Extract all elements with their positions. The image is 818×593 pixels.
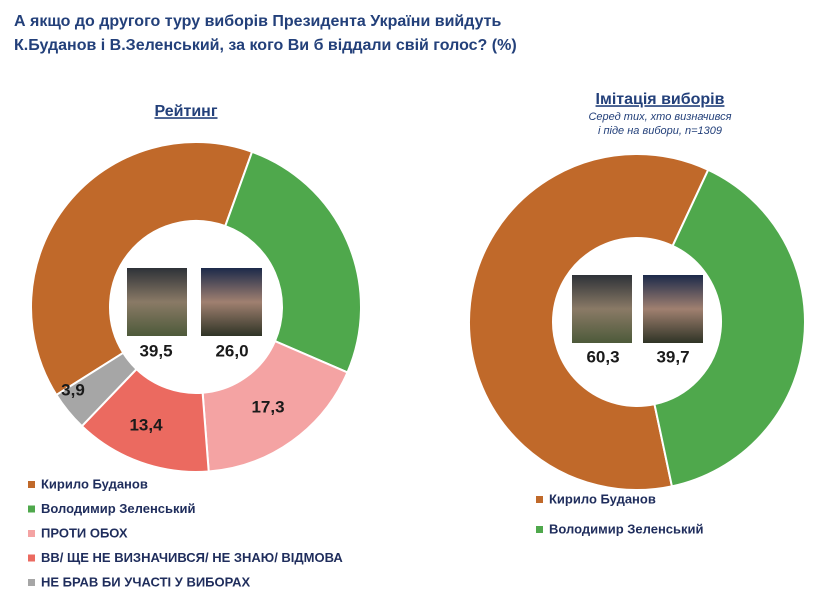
donut-segment — [54, 351, 138, 428]
legend-marker — [28, 530, 35, 537]
data-label: 39,5 — [139, 341, 172, 360]
legend-marker — [28, 554, 35, 562]
data-label: 17,3 — [251, 397, 284, 416]
donut-segment — [30, 141, 254, 397]
legend-marker — [536, 496, 543, 503]
legend-marker — [28, 505, 35, 513]
data-label: 39,7 — [656, 347, 689, 366]
donut-segment — [468, 153, 710, 491]
chart-subtitle: і піде на вибори, n=1309 — [598, 125, 722, 137]
legend-marker — [28, 481, 35, 488]
legend-label: Кирило Буданов — [549, 491, 656, 506]
legend-marker — [28, 579, 35, 586]
legend-label: Кирило Буданов — [41, 476, 148, 491]
data-label: 3,9 — [61, 380, 85, 399]
legend-label: ПРОТИ ОБОХ — [41, 525, 128, 540]
donut-segment — [223, 150, 362, 374]
photo — [201, 268, 262, 336]
donuts — [30, 141, 806, 491]
page-title: К.Буданов і В.Зеленський, за кого Ви б в… — [14, 37, 517, 54]
legend-marker — [536, 526, 543, 533]
chart-subtitle: Серед тих, хто визначився — [588, 111, 731, 123]
photo — [572, 275, 632, 343]
data-label: 60,3 — [586, 347, 619, 366]
chart-title: Рейтинг — [154, 103, 217, 120]
donut-segment — [653, 168, 806, 488]
photos — [127, 268, 703, 343]
page-title: А якщо до другого туру виборів Президент… — [14, 13, 502, 30]
data-label: 13,4 — [129, 415, 163, 434]
data-label: 26,0 — [215, 341, 248, 360]
chart-title: Імітація виборів — [596, 91, 725, 108]
legend-label: ВВ/ ЩЕ НЕ ВИЗНАЧИВСЯ/ НЕ ЗНАЮ/ ВІДМОВА — [41, 550, 343, 565]
photo — [127, 268, 187, 336]
photo — [643, 275, 703, 343]
legend-label: Володимир Зеленський — [41, 501, 196, 516]
legend-label: Володимир Зеленський — [549, 521, 704, 536]
legend-label: НЕ БРАВ БИ УЧАСТІ У ВИБОРАХ — [41, 574, 251, 589]
